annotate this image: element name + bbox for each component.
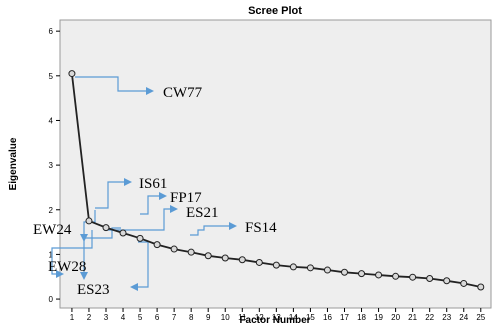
- y-tick-label: 0: [49, 295, 54, 304]
- x-tick-label: 4: [121, 313, 126, 322]
- annotation-label: EW28: [48, 259, 86, 275]
- x-tick-label: 24: [459, 313, 468, 322]
- x-axis-label: Factor Number: [239, 315, 310, 326]
- data-point: [238, 256, 246, 264]
- x-tick-label: 2: [87, 313, 92, 322]
- annotation-label: ES23: [77, 282, 110, 298]
- x-tick-label: 3: [104, 313, 109, 322]
- data-point: [460, 279, 468, 287]
- annotation-callouts: [51, 76, 237, 291]
- x-tick-label: 7: [172, 313, 177, 322]
- x-tick-label: 19: [374, 313, 383, 322]
- x-tick-label: 5: [138, 313, 143, 322]
- callout-arrow: [95, 178, 132, 209]
- y-tick-label: 2: [49, 206, 54, 215]
- chart-title: Scree Plot: [248, 5, 302, 17]
- annotation-label: FP17: [170, 190, 202, 206]
- data-point: [477, 283, 485, 291]
- x-tick-label: 25: [476, 313, 485, 322]
- data-point: [443, 277, 451, 285]
- data-point: [289, 263, 297, 271]
- x-tick-label: 17: [340, 313, 349, 322]
- callout-arrow: [140, 192, 167, 215]
- x-tick-label: 21: [408, 313, 417, 322]
- data-point: [392, 272, 400, 280]
- callout-arrow: [104, 205, 178, 231]
- x-tick-label: 8: [189, 313, 194, 322]
- data-point: [306, 264, 314, 272]
- data-point: [255, 258, 263, 266]
- y-axis-ticks: 0 1 2 3 4 5 6: [49, 27, 60, 304]
- x-tick-label: 14: [289, 313, 298, 322]
- y-tick-label: 3: [49, 161, 54, 170]
- callout-arrow: [80, 227, 121, 280]
- callout-arrow: [75, 76, 154, 95]
- x-tick-label: 22: [425, 313, 434, 322]
- y-tick-label: 4: [49, 116, 54, 125]
- eigenvalue-series: [68, 70, 485, 291]
- x-tick-label: 11: [238, 313, 247, 322]
- annotation-label: EW24: [33, 222, 72, 238]
- x-tick-label: 23: [442, 313, 451, 322]
- data-point: [409, 273, 417, 281]
- annotation-label: ES21: [186, 205, 219, 221]
- data-point: [187, 248, 195, 256]
- data-point: [68, 70, 76, 78]
- data-point: [323, 266, 331, 274]
- x-tick-label: 13: [272, 313, 281, 322]
- annotation-label: CW77: [163, 85, 203, 101]
- annotation-label: FS14: [245, 220, 277, 236]
- x-tick-label: 6: [155, 313, 160, 322]
- x-tick-label: 10: [221, 313, 230, 322]
- data-point: [358, 270, 366, 278]
- x-tick-label: 15: [306, 313, 315, 322]
- data-point: [136, 234, 144, 242]
- data-point: [153, 241, 161, 249]
- data-point: [426, 275, 434, 283]
- data-point: [340, 268, 348, 276]
- y-tick-label: 1: [49, 250, 54, 259]
- x-tick-label: 1: [70, 313, 75, 322]
- x-tick-label: 20: [391, 313, 400, 322]
- x-tick-label: 9: [206, 313, 211, 322]
- y-tick-label: 5: [49, 72, 54, 81]
- plot-background: [59, 19, 492, 309]
- data-point: [375, 271, 383, 279]
- annotation-label: IS61: [139, 176, 167, 192]
- callout-arrow: [130, 241, 149, 291]
- x-tick-label: 12: [255, 313, 264, 322]
- data-point: [85, 217, 93, 225]
- x-tick-label: 16: [323, 313, 332, 322]
- data-point: [221, 254, 229, 262]
- callout-arrow: [51, 230, 93, 278]
- data-point: [170, 245, 178, 253]
- y-axis-label: Eigenvalue: [8, 137, 19, 190]
- x-tick-label: 18: [357, 313, 366, 322]
- x-axis-ticks: 1 2 3 4 5 6 7 8 9 10 11 12 13 14 15 16 17 18 19 20 21 22 23 24 2…: [70, 308, 486, 322]
- callout-arrow: [190, 222, 237, 236]
- data-point: [272, 261, 280, 269]
- y-tick-label: 6: [49, 27, 54, 36]
- data-point: [204, 252, 212, 260]
- data-point: [119, 229, 127, 237]
- data-point: [102, 224, 110, 232]
